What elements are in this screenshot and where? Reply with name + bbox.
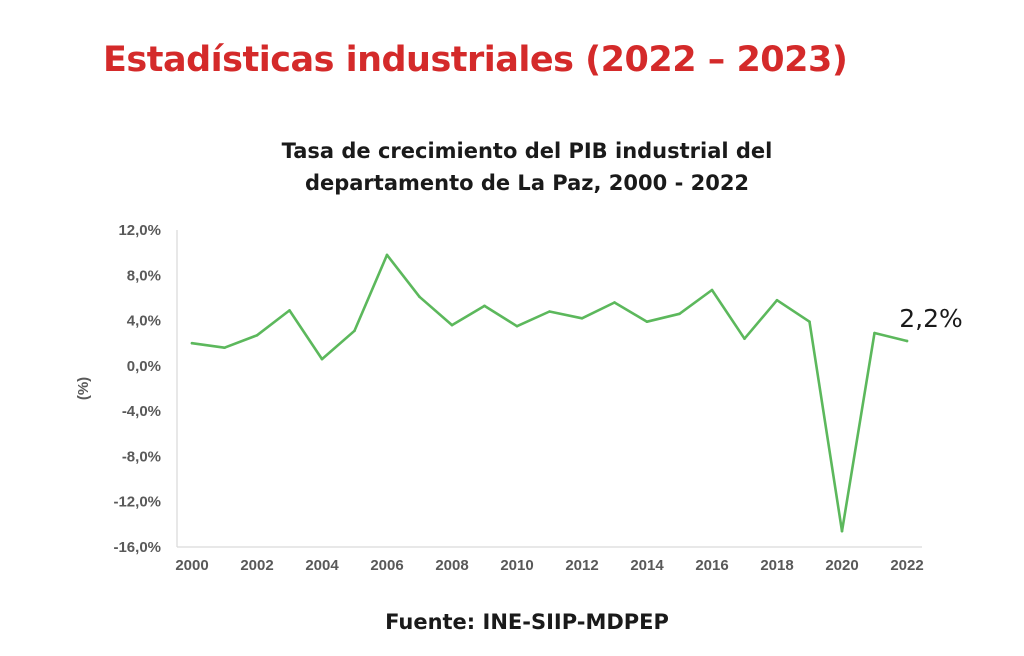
y-tick-label: -16,0%: [113, 539, 161, 556]
last-value-label: 2,2%: [899, 304, 963, 333]
chart-title-line-1: Tasa de crecimiento del PIB industrial d…: [281, 139, 773, 163]
data-point: [840, 529, 844, 533]
y-tick-label: -4,0%: [122, 403, 161, 420]
x-tick-label: 2002: [240, 557, 273, 574]
y-axis-title: (%): [75, 377, 92, 400]
x-tick-label: 2004: [305, 557, 339, 574]
x-tick-label: 2006: [370, 557, 403, 574]
data-point: [905, 339, 909, 343]
chart-title: Tasa de crecimiento del PIB industrial d…: [0, 135, 1024, 199]
y-tick-label: 8,0%: [127, 267, 161, 284]
data-point: [548, 310, 551, 313]
data-point: [320, 357, 324, 361]
data-point: [190, 341, 194, 345]
data-point: [483, 304, 486, 308]
data-point: [808, 320, 811, 324]
source-note: Fuente: INE-SIIP-MDPEP: [385, 610, 669, 634]
data-point: [743, 337, 746, 340]
data-point: [580, 317, 584, 320]
y-tick-label: -12,0%: [113, 494, 161, 511]
x-tick-label: 2014: [630, 557, 664, 574]
x-tick-label: 2022: [890, 557, 923, 574]
data-point: [678, 312, 681, 316]
x-tick-label: 2008: [435, 557, 468, 574]
data-point: [645, 320, 649, 324]
y-tick-label: -8,0%: [122, 448, 161, 465]
data-point: [613, 301, 616, 304]
data-point: [288, 309, 291, 312]
data-point: [353, 329, 356, 333]
data-point: [223, 346, 226, 350]
page-title: Estadísticas industriales (2022 – 2023): [103, 40, 848, 80]
data-point: [385, 253, 389, 257]
x-tick-label: 2018: [760, 557, 793, 574]
data-point: [515, 324, 519, 328]
data-point: [418, 295, 421, 299]
data-point: [775, 298, 779, 302]
y-tick-label: 0,0%: [127, 358, 161, 375]
data-point: [873, 331, 876, 335]
x-tick-label: 2000: [175, 557, 208, 574]
y-tick-label: 12,0%: [118, 222, 161, 239]
data-point: [255, 333, 259, 337]
chart-title-line-2: departamento de La Paz, 2000 - 2022: [304, 171, 750, 195]
x-tick-label: 2016: [695, 557, 728, 574]
x-tick-label: 2012: [565, 557, 598, 574]
x-tick-label: 2020: [825, 557, 858, 574]
x-tick-label: 2010: [500, 557, 533, 574]
data-point: [450, 323, 454, 327]
series-line: [190, 253, 909, 533]
y-tick-label: 4,0%: [127, 313, 161, 330]
data-point: [710, 288, 714, 292]
